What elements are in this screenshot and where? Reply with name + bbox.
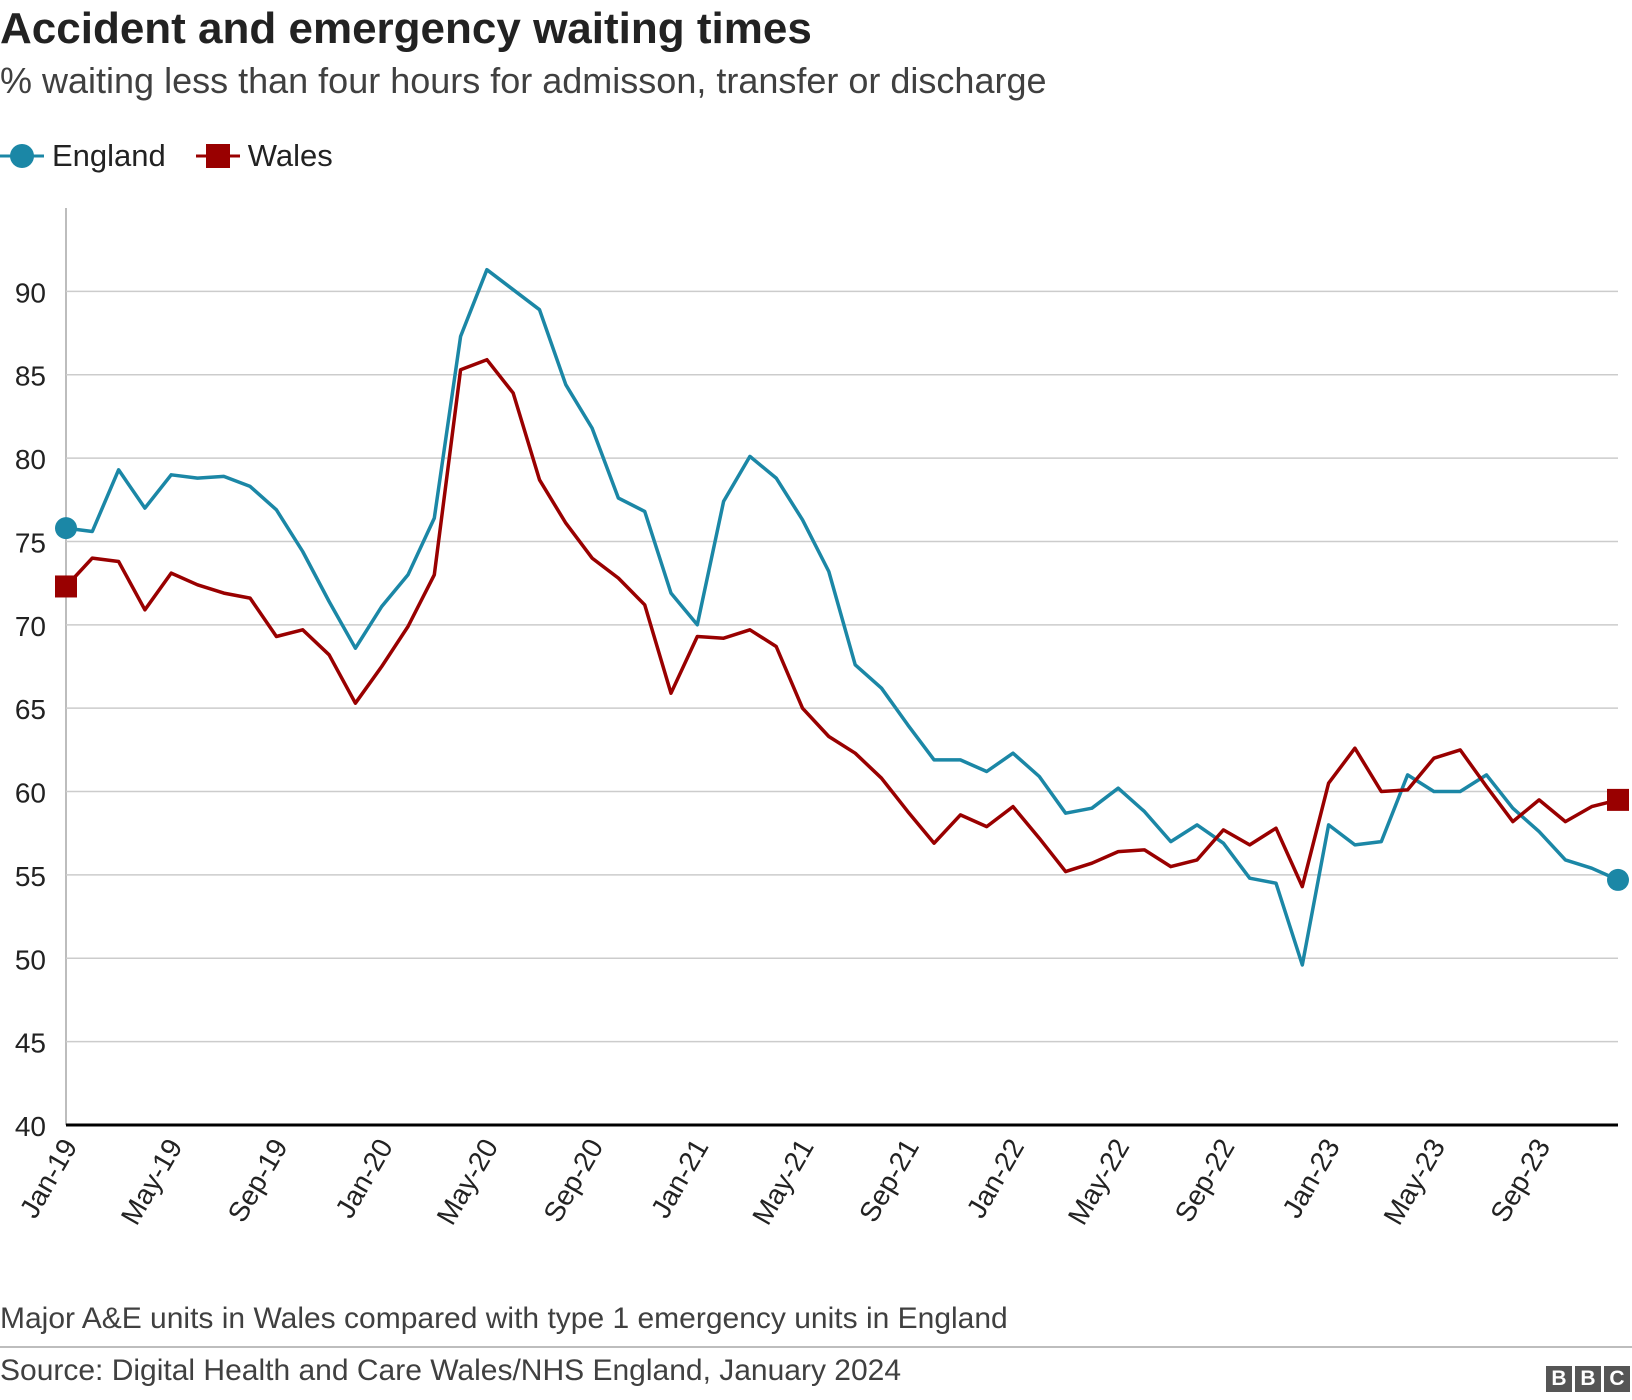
x-tick-label: Sep-19 xyxy=(222,1134,294,1228)
y-tick-label: 70 xyxy=(15,611,46,642)
x-tick-label: Sep-21 xyxy=(853,1134,925,1228)
data-point-england xyxy=(1607,868,1629,891)
line-chart: 40 45 50 55 60 65 70 75 80 85 90 Jan-19 May-19 Sep-19… xyxy=(14,208,1629,1230)
y-tick-label: 90 xyxy=(15,277,46,308)
y-tick-label: 45 xyxy=(15,1028,46,1059)
y-tick-label: 50 xyxy=(15,944,46,975)
legend-item-england: England xyxy=(0,134,166,178)
y-tick-label: 55 xyxy=(15,861,46,892)
x-tick-label: Jan-20 xyxy=(329,1134,399,1224)
chart-legend: England Wales xyxy=(0,134,363,178)
x-tick-label: May-20 xyxy=(431,1134,505,1230)
data-point-wales xyxy=(1607,788,1629,811)
x-tick-label: May-22 xyxy=(1062,1134,1136,1230)
y-tick-label: 80 xyxy=(15,444,46,475)
data-point-wales xyxy=(55,575,77,598)
x-tick-label: Jan-22 xyxy=(961,1134,1031,1224)
series-line-wales xyxy=(64,357,1620,889)
legend-item-wales: Wales xyxy=(195,134,333,178)
footer-divider xyxy=(0,1346,1632,1348)
chart-title: Accident and emergency waiting times xyxy=(0,4,812,53)
chart-source: Source: Digital Health and Care Wales/NH… xyxy=(0,1354,902,1387)
legend-label-england: England xyxy=(52,138,166,173)
bbc-logo: B B C xyxy=(1546,1366,1630,1392)
chart-subtitle: % waiting less than four hours for admis… xyxy=(0,60,1047,101)
legend-label-wales: Wales xyxy=(247,138,333,173)
series-line-england xyxy=(64,267,1620,967)
x-tick-label: May-23 xyxy=(1378,1134,1452,1230)
y-tick-label: 40 xyxy=(15,1111,46,1142)
bbc-logo-letter: C xyxy=(1604,1366,1630,1392)
y-tick-label: 60 xyxy=(15,778,46,809)
legend-marker-england xyxy=(0,144,44,168)
x-tick-label: Sep-23 xyxy=(1484,1134,1556,1228)
bbc-logo-letter: B xyxy=(1575,1366,1601,1392)
legend-marker-wales xyxy=(195,144,240,168)
chart-note: Major A&E units in Wales compared with t… xyxy=(0,1302,1008,1335)
data-point-england xyxy=(55,517,77,540)
y-tick-label: 75 xyxy=(15,527,46,558)
x-tick-label: Jan-21 xyxy=(645,1134,715,1224)
x-tick-label: Jan-23 xyxy=(1276,1134,1346,1224)
y-tick-label: 65 xyxy=(15,694,46,725)
bbc-logo-letter: B xyxy=(1546,1366,1572,1392)
x-tick-label: Sep-22 xyxy=(1169,1134,1241,1228)
x-tick-label: Sep-20 xyxy=(537,1134,609,1228)
y-tick-label: 85 xyxy=(15,361,46,392)
x-tick-label: May-19 xyxy=(115,1134,189,1230)
x-tick-label: Jan-19 xyxy=(14,1134,84,1224)
x-tick-label: May-21 xyxy=(746,1134,820,1230)
